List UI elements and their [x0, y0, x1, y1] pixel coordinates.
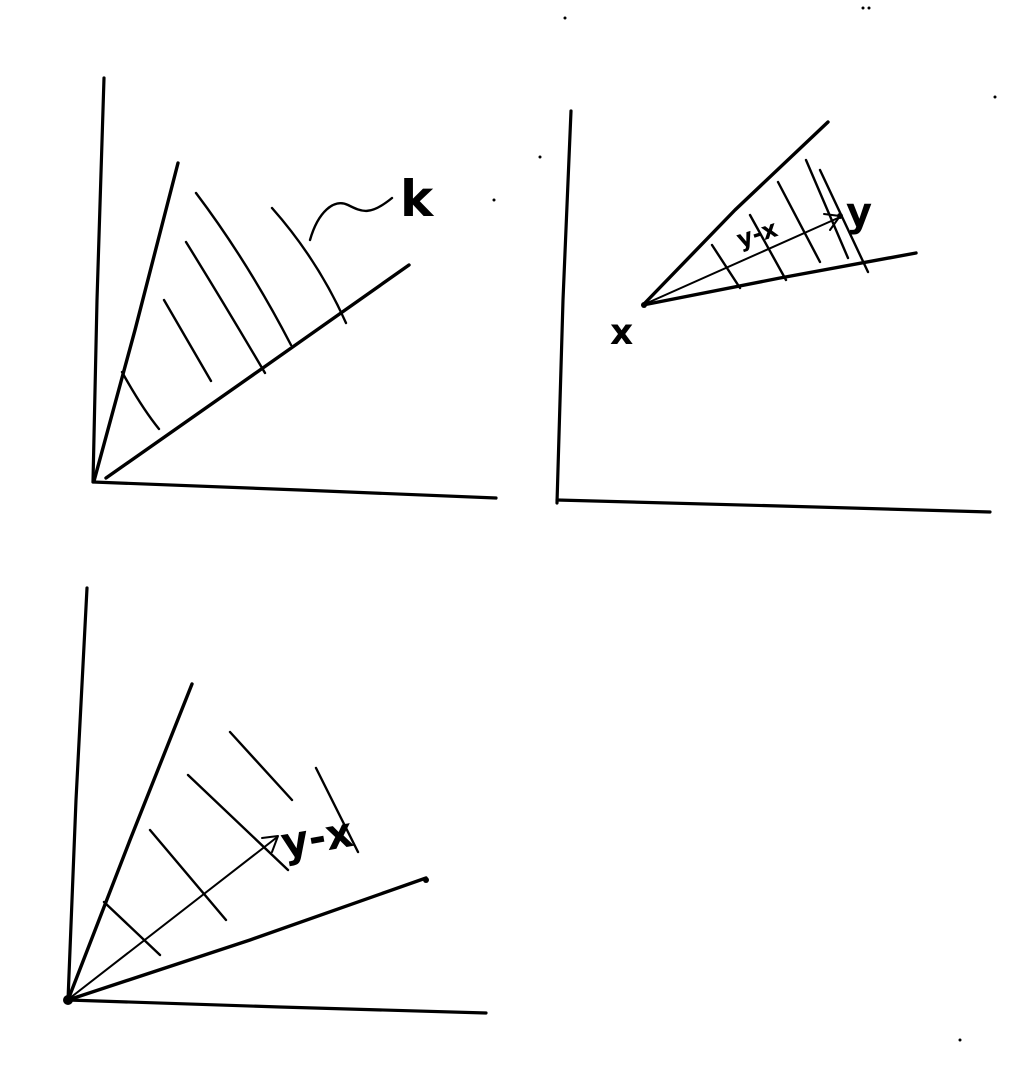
vector-label: y-x — [733, 214, 781, 253]
label-tilde-stroke — [308, 196, 394, 242]
x-axis — [66, 998, 488, 1015]
point-x-dot — [641, 302, 647, 308]
panel-vector-in-cone: y-x — [63, 586, 488, 1015]
point-label-y: y — [846, 190, 872, 236]
cone-upper-ray — [92, 161, 180, 483]
cone-lower-ray — [641, 251, 918, 307]
cone-hatching — [102, 730, 360, 957]
x-axis — [91, 480, 498, 500]
y-axis — [66, 586, 89, 1002]
vector-y-minus-x — [644, 217, 839, 305]
vector-arrowhead — [261, 835, 279, 853]
vector-y-minus-x — [69, 837, 277, 999]
panel-cone-k: k — [91, 76, 498, 500]
y-axis — [91, 76, 106, 484]
cone-upper-ray — [66, 682, 194, 1002]
cone-upper-ray — [641, 120, 830, 307]
cone-hatching — [120, 191, 348, 431]
cone-lower-ray — [104, 263, 411, 480]
point-label-x: x — [610, 312, 633, 353]
origin-dot — [63, 995, 73, 1005]
cone-hatching — [710, 158, 870, 290]
x-axis — [555, 498, 992, 514]
y-axis — [555, 109, 573, 505]
cone-lower-ray — [66, 876, 428, 1002]
cone-label-k: k — [400, 170, 435, 228]
panel-shifted-cone: x y y-x — [555, 109, 992, 514]
vector-label: y-x — [277, 807, 356, 868]
scan-specks — [492, 6, 997, 1042]
ray-end-dot — [423, 877, 429, 883]
point-y-dot — [837, 213, 843, 219]
